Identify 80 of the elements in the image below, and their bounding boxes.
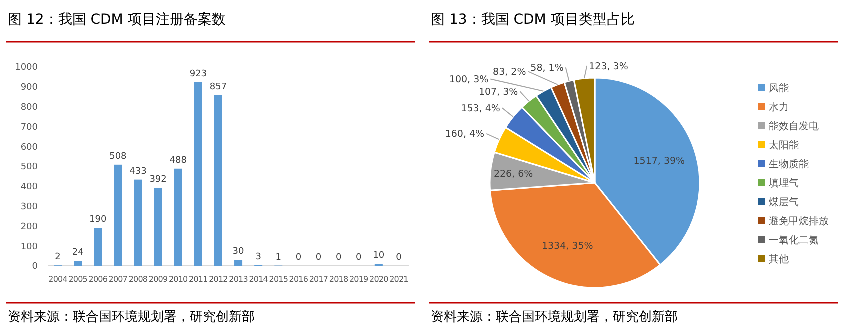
legend-label: 填埋气 xyxy=(768,178,799,190)
y-tick-label: 700 xyxy=(20,122,38,133)
data-label: 83, 2% xyxy=(493,67,526,78)
x-tick-label: 2012 xyxy=(209,275,228,284)
y-tick-label: 800 xyxy=(20,102,38,113)
legend-label: 其他 xyxy=(769,254,789,266)
data-label: 123, 3% xyxy=(589,61,628,72)
data-label: 392 xyxy=(150,174,167,185)
data-label: 58, 1% xyxy=(530,62,564,74)
x-tick-label: 2016 xyxy=(289,275,308,284)
data-label: 107, 3% xyxy=(478,87,518,98)
text: 资料来源：联合国环境规划署，研究创新部 xyxy=(431,309,678,325)
legend-label: 能效自发电 xyxy=(769,120,819,132)
x-tick-label: 2008 xyxy=(128,275,148,284)
data-label: 190 xyxy=(90,215,107,226)
data-label: 2 xyxy=(55,252,61,263)
legend-label: 煤层气 xyxy=(769,196,799,208)
x-tick-label: 2007 xyxy=(108,275,128,284)
data-label: 1517, 39% xyxy=(634,156,686,167)
data-label: 3 xyxy=(256,252,262,262)
legend-label: 水力 xyxy=(769,102,789,114)
bar xyxy=(114,164,122,266)
data-label: 0 xyxy=(336,253,342,263)
legend-label: 避免甲烷排放 xyxy=(769,216,829,228)
data-label: 153, 4% xyxy=(461,104,500,115)
x-tick-label: 2017 xyxy=(309,275,328,284)
x-tick-label: 2018 xyxy=(329,275,348,284)
legend-label: 风能 xyxy=(769,82,789,94)
data-label: 30 xyxy=(232,247,245,258)
data-label: 0 xyxy=(356,253,362,263)
legend-label: 生物质能 xyxy=(769,158,809,170)
x-tick-label: 2013 xyxy=(229,275,248,284)
chart-title: 图 13：我国 CDM 项目类型占比 xyxy=(431,12,635,28)
y-tick-label: 400 xyxy=(20,182,38,193)
x-tick-label: 2020 xyxy=(370,275,389,284)
data-label: 1334, 35% xyxy=(542,240,594,252)
y-tick-label: 900 xyxy=(20,83,38,94)
data-label: 0 xyxy=(316,253,322,263)
data-label: 160, 4% xyxy=(445,129,485,140)
bar xyxy=(234,260,243,266)
x-tick-label: 2006 xyxy=(88,275,108,284)
bar xyxy=(134,180,142,266)
x-tick-label: 2010 xyxy=(168,275,188,284)
bar xyxy=(174,168,182,266)
data-label: 1 xyxy=(276,252,282,263)
x-tick-label: 2015 xyxy=(269,275,288,284)
data-label: 100, 3% xyxy=(449,74,489,86)
y-tick-label: 300 xyxy=(20,202,38,212)
data-label: 508 xyxy=(110,152,128,162)
bar xyxy=(94,228,102,266)
legend-label: 太阳能 xyxy=(769,140,799,152)
data-label: 857 xyxy=(210,82,228,92)
data-label: 433 xyxy=(130,166,147,177)
data-label: 0 xyxy=(396,253,402,263)
y-tick-label: 0 xyxy=(32,262,38,272)
x-tick-label: 2011 xyxy=(189,275,208,284)
data-label: 10 xyxy=(373,251,385,262)
data-label: 488 xyxy=(170,156,188,166)
data-label: 24 xyxy=(72,248,84,258)
bar xyxy=(194,82,202,266)
data-label: 923 xyxy=(190,69,208,80)
y-tick-label: 600 xyxy=(20,142,38,153)
x-tick-label: 2009 xyxy=(148,275,168,284)
bar xyxy=(214,95,222,266)
data-label: 0 xyxy=(296,253,302,263)
legend-label: 一氧化二氮 xyxy=(769,234,819,246)
text: 资料来源：联合国环境规划署，研究创新部 xyxy=(8,309,255,325)
x-tick-label: 2004 xyxy=(48,275,68,284)
x-tick-label: 2019 xyxy=(349,275,369,284)
data-label: 226, 6% xyxy=(494,169,534,180)
chart-title: 图 12：我国 CDM 项目注册备案数 xyxy=(8,11,226,28)
bar xyxy=(154,188,162,266)
bar xyxy=(74,261,82,266)
x-tick-label: 2014 xyxy=(249,275,268,284)
x-tick-label: 2005 xyxy=(68,275,88,284)
y-tick-label: 500 xyxy=(20,162,38,173)
x-tick-label: 2021 xyxy=(390,275,409,284)
y-tick-label: 100 xyxy=(20,242,38,252)
y-tick-label: 1000 xyxy=(15,63,38,74)
y-tick-label: 200 xyxy=(20,222,38,232)
